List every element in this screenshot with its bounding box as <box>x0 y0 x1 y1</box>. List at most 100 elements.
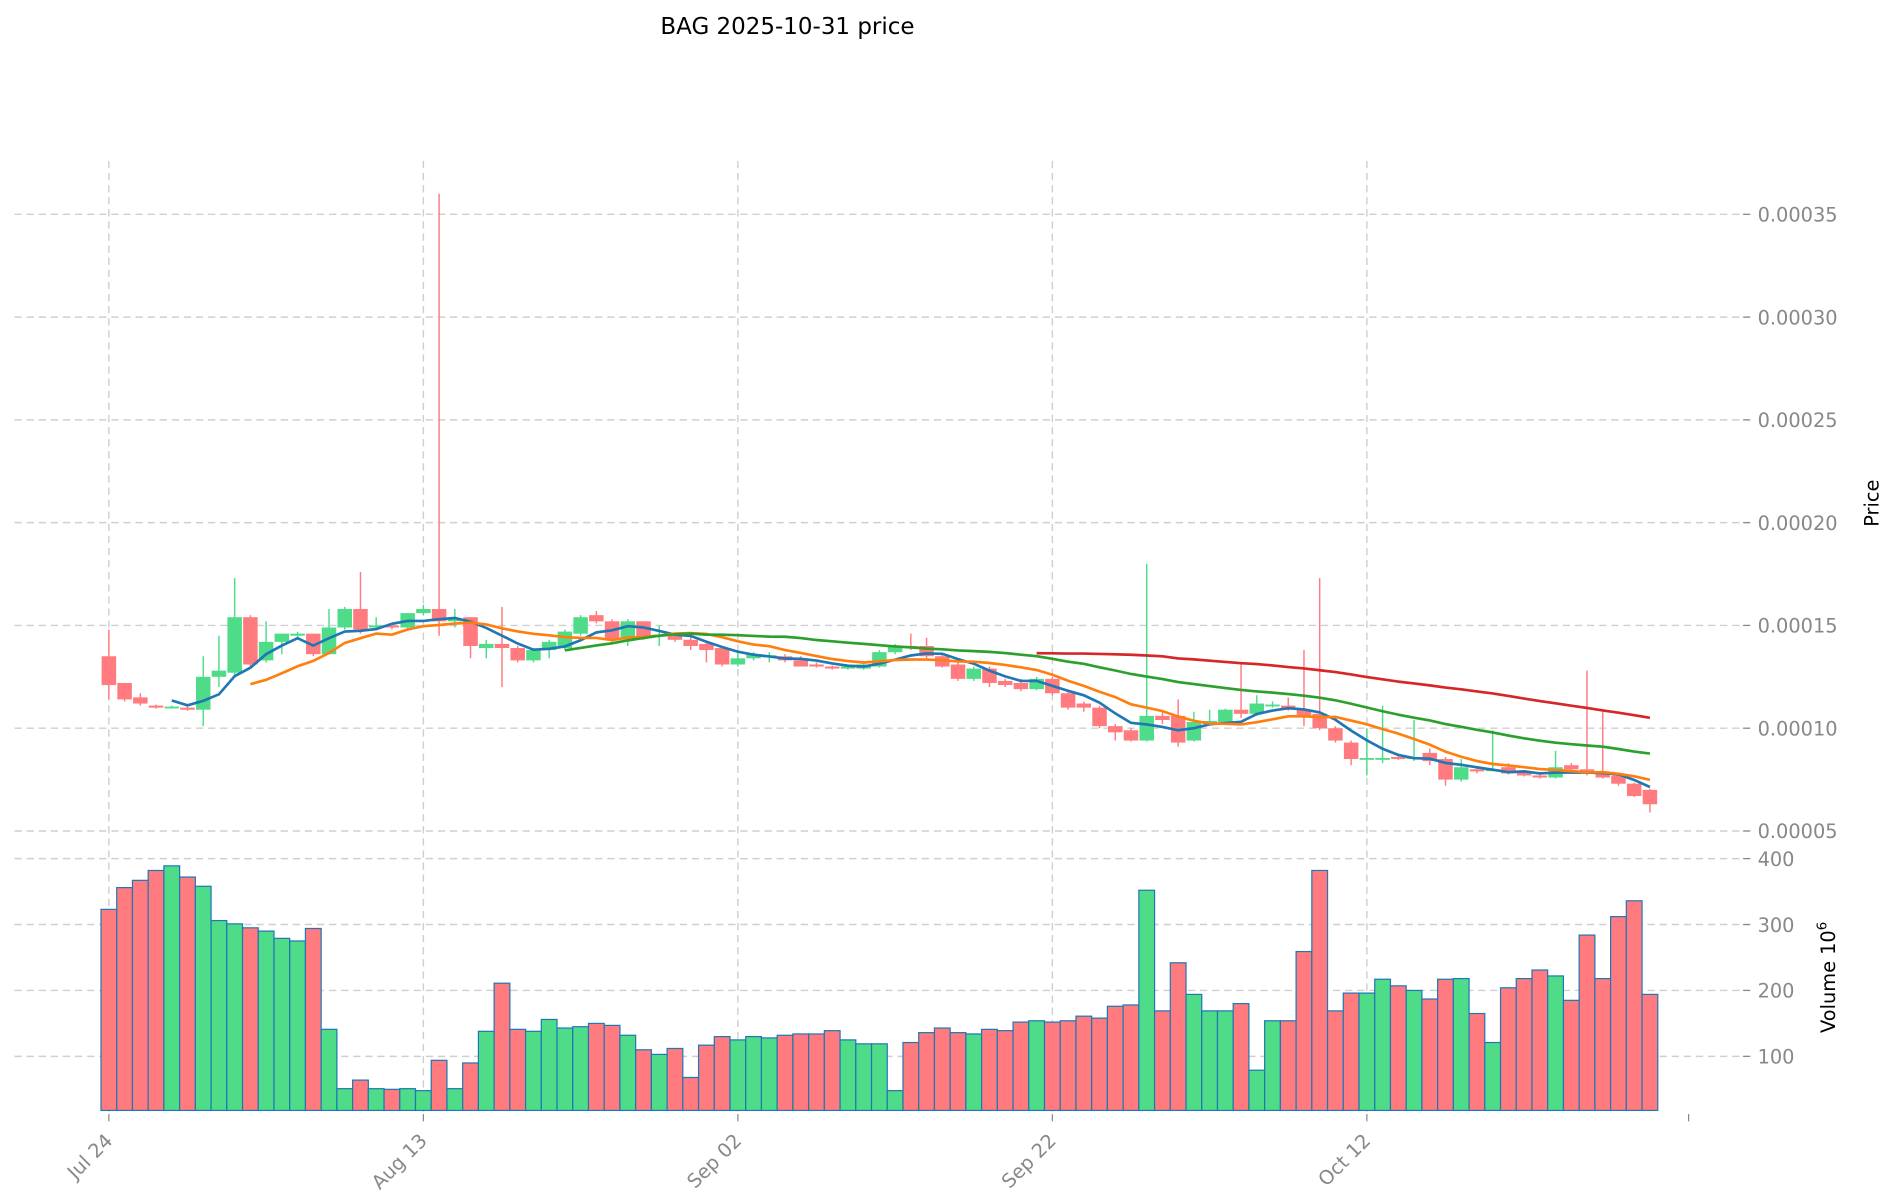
candle-body <box>1642 789 1658 805</box>
candle-body <box>211 670 227 677</box>
candle-body <box>117 682 132 700</box>
candle-body <box>447 619 463 622</box>
volume-bar <box>1264 1020 1281 1112</box>
candle-body <box>353 608 368 630</box>
volume-bar <box>540 1018 558 1112</box>
candle-body <box>746 654 761 659</box>
volume-bar <box>1421 998 1439 1112</box>
x-tick-label: Jul 24 <box>62 1129 117 1184</box>
candle-body <box>699 643 714 651</box>
candle-body <box>227 617 242 673</box>
volume-bar <box>729 1039 747 1112</box>
volume-bar <box>1389 985 1407 1112</box>
candle-body <box>133 697 148 704</box>
price-tick-label: 0.00030 <box>1758 306 1838 329</box>
volume-bar <box>1515 977 1533 1112</box>
candle-body <box>667 635 683 640</box>
price-tick-label: 0.00005 <box>1758 820 1838 843</box>
candle-body <box>1202 721 1217 723</box>
volume-bar <box>336 1088 354 1112</box>
candle-body <box>1233 709 1249 714</box>
volume-bar <box>808 1033 825 1112</box>
x-tick-label: Sep 02 <box>682 1129 746 1193</box>
volume-bar <box>257 930 275 1112</box>
candle-body <box>164 706 180 709</box>
volume-bar <box>147 869 165 1112</box>
volume-bar <box>572 1026 590 1112</box>
volume-bar <box>1106 1005 1124 1112</box>
volume-bar <box>1153 1010 1171 1112</box>
candle-body <box>195 676 211 710</box>
volume-bar <box>1358 992 1376 1112</box>
volume-bar <box>226 923 244 1112</box>
volume-bar <box>918 1032 936 1112</box>
volume-label-text: Volume 10 <box>1817 930 1840 1033</box>
volume-bar <box>414 1090 432 1112</box>
candle-body <box>809 664 824 667</box>
candle-body <box>1013 682 1029 690</box>
volume-bar <box>1594 977 1612 1112</box>
candle-body <box>1186 722 1202 741</box>
candle-body <box>1060 693 1076 708</box>
candle-body <box>966 668 981 679</box>
volume-bar <box>367 1088 385 1112</box>
candle-body <box>1155 715 1170 720</box>
candle-body <box>1516 771 1532 776</box>
volume-bar <box>289 940 307 1112</box>
volume-tick-label: 400 <box>1758 848 1795 871</box>
ma-10-line <box>250 621 1651 782</box>
volume-bar <box>273 937 291 1112</box>
volume-bar <box>1091 1017 1109 1112</box>
candle-body <box>1501 767 1516 774</box>
candle-body <box>1391 756 1406 760</box>
volume-bar <box>509 1028 527 1112</box>
candle-body <box>1076 703 1092 708</box>
candle-body <box>384 625 400 628</box>
candle-body <box>714 648 730 665</box>
volume-bar <box>1609 916 1627 1112</box>
price-tick-label: 0.00010 <box>1758 717 1838 740</box>
volume-bar <box>666 1047 684 1112</box>
candle-body <box>1249 703 1265 714</box>
candle-body <box>479 643 494 649</box>
volume-bar <box>965 1033 983 1112</box>
volume-bar <box>760 1037 778 1112</box>
volume-bar <box>430 1059 448 1112</box>
volume-bar <box>320 1028 338 1112</box>
candle-body <box>1564 765 1579 770</box>
volume-bar <box>635 1049 652 1112</box>
candle-body <box>1108 726 1123 733</box>
candle-body <box>1139 715 1154 741</box>
candle-body <box>541 641 557 651</box>
volume-bar <box>1562 999 1580 1112</box>
candle-body <box>148 705 164 708</box>
candle-body <box>321 627 337 655</box>
volume-bar <box>619 1034 637 1112</box>
price-tick-label: 0.00020 <box>1758 512 1838 535</box>
volume-bar <box>1531 969 1549 1112</box>
candle-body <box>824 666 840 669</box>
candle-body <box>1296 709 1312 716</box>
volume-bar <box>1326 1010 1344 1112</box>
volume-bar <box>1028 1020 1046 1112</box>
volume-bar <box>1043 1021 1061 1112</box>
candle-body <box>243 617 258 665</box>
candle-body <box>494 643 510 649</box>
candle-body <box>416 608 431 614</box>
x-tick-label: Oct 12 <box>1314 1129 1376 1191</box>
candle-body <box>793 660 809 667</box>
volume-bar <box>1452 977 1470 1112</box>
candle-body <box>290 633 305 636</box>
volume-bar <box>949 1032 967 1112</box>
candle-body <box>526 650 541 661</box>
volume-bar <box>713 1035 731 1112</box>
volume-bar <box>1169 962 1187 1112</box>
volume-bar <box>870 1043 888 1112</box>
volume-bar <box>304 927 322 1112</box>
volume-bar <box>650 1053 668 1112</box>
volume-bar <box>1295 950 1313 1112</box>
candle-body <box>1595 771 1610 778</box>
x-tick-label: Sep 22 <box>997 1129 1061 1193</box>
volume-bar <box>241 927 259 1112</box>
volume-bar <box>776 1034 794 1112</box>
